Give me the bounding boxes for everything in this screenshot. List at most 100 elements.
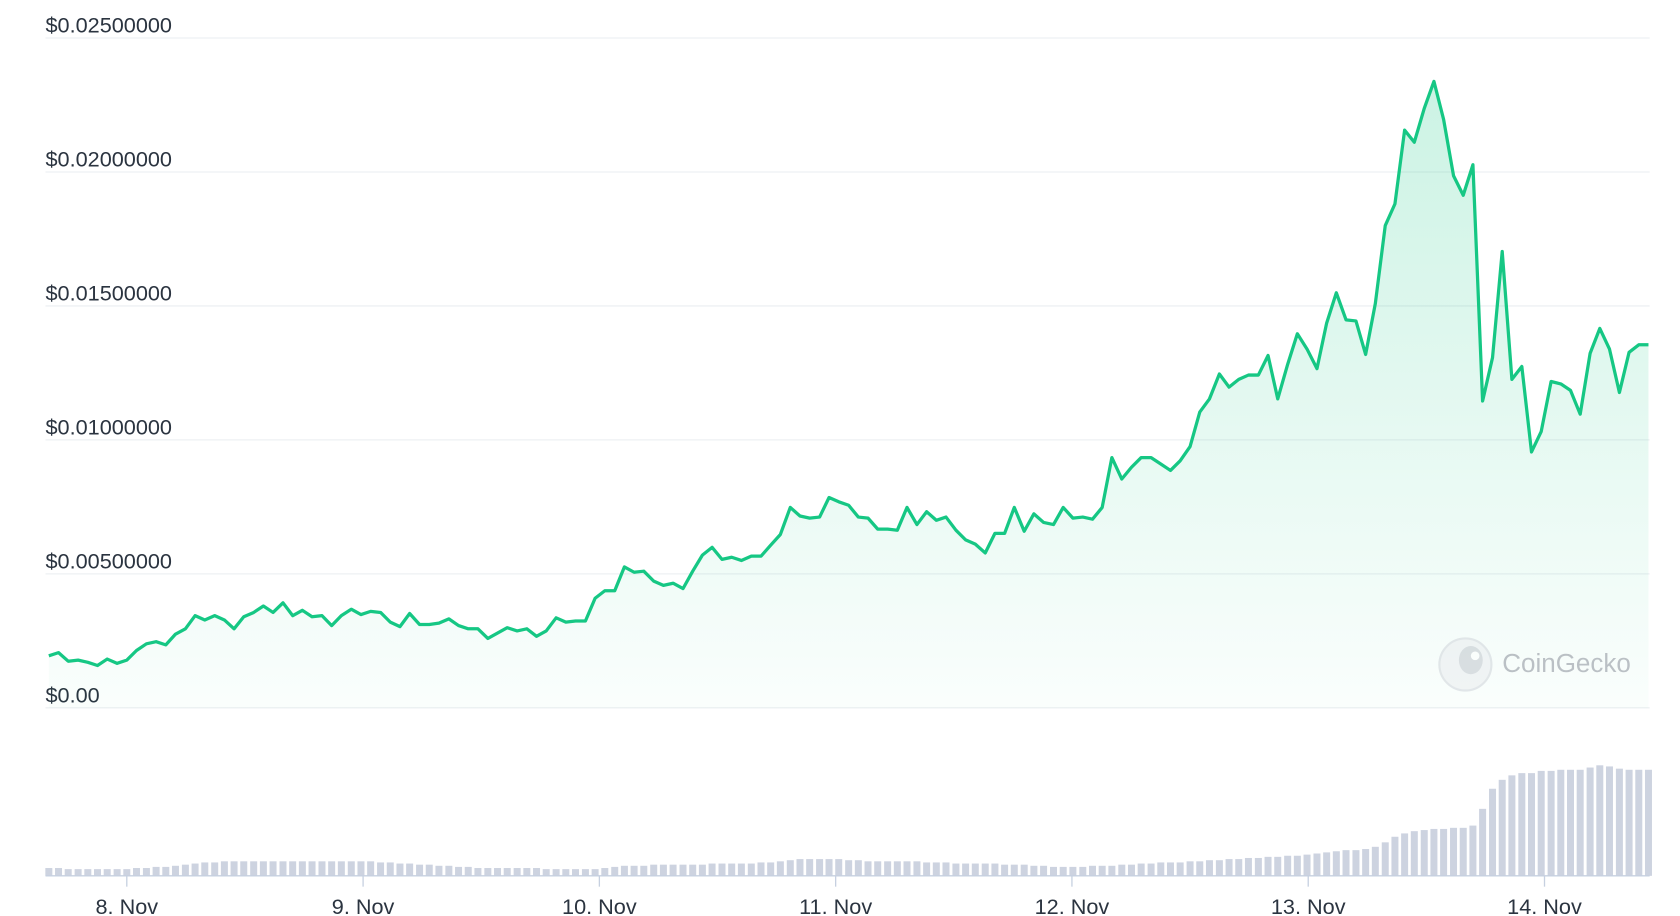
volume-bar [874,861,882,876]
volume-bar [1644,769,1652,876]
volume-bar [1440,828,1448,876]
volume-bar [1576,769,1584,876]
volume-bar [1362,849,1370,876]
volume-bar [1010,864,1018,876]
volume-bar [991,863,999,876]
volume-bar [1323,852,1331,876]
volume-bar [201,862,209,876]
volume-bar [796,859,804,876]
volume-bar [406,863,414,876]
volume-bar [503,868,511,876]
volume-bar [1215,860,1223,876]
volume-bar [230,861,238,876]
x-tick-label: 8. Nov [96,894,159,916]
volume-bar [386,862,394,876]
volume-bar [659,864,667,876]
volume-bar [806,859,814,876]
volume-bar [1205,860,1213,876]
volume-bar [942,862,950,876]
volume-bar [396,863,404,876]
volume-bar [337,861,345,876]
volume-bar [1635,769,1643,876]
volume-bar [455,866,463,876]
volume-bar [1342,850,1350,876]
y-tick-label: $0.01500000 [46,281,172,306]
volume-bar [84,869,92,876]
volume-bar [747,863,755,876]
volume-bar [1050,866,1058,876]
volume-bar [1450,827,1458,876]
volume-bar [1196,861,1204,876]
volume-bar [1030,865,1038,876]
volume-bar [620,865,628,876]
volume-bar [640,865,648,876]
volume-bar [1264,856,1272,876]
y-tick-label: $0.00500000 [46,548,172,573]
volume-bar [1391,836,1399,876]
volume-bar [884,861,892,876]
volume-bar [1098,865,1106,876]
volume-bar [513,868,521,876]
volume-bar [1225,859,1233,876]
volume-bar [913,861,921,876]
x-tick-label: 14. Nov [1507,894,1582,916]
volume-bar [1001,864,1009,876]
volume-bar [737,863,745,876]
volume-bar [55,868,63,876]
volume-bar [1586,767,1594,876]
volume-bar [845,860,853,876]
volume-bar [318,861,326,876]
volume-bar [562,869,570,876]
volume-bar [1088,865,1096,876]
volume-bar [1615,768,1623,876]
volume-bar [581,869,589,876]
volume-bar [1489,788,1497,876]
volume-bar [1303,854,1311,876]
volume-bar [308,861,316,876]
volume-bar [484,868,492,876]
volume-bar [103,869,111,876]
volume-bar [1352,850,1360,876]
volume-bar [181,864,189,876]
volume-bar [1547,770,1555,876]
watermark-logo-head [1458,646,1483,675]
volume-bar [1254,857,1262,876]
volume-bar [1410,831,1418,876]
x-tick-label: 12. Nov [1035,894,1110,916]
volume-bar [1127,864,1135,876]
volume-bar [552,869,560,876]
volume-bar [347,861,355,876]
price-area [48,81,1649,708]
volume-bar [786,860,794,876]
volume-bar [669,864,677,876]
volume-bar [94,869,102,876]
volume-bar [64,869,72,876]
volume-bar [464,866,472,876]
volume-bar [1313,853,1321,876]
y-tick-label: $0.02000000 [46,147,172,172]
volume-bar [211,862,219,876]
volume-bar [689,864,697,876]
volume-bar [1020,864,1028,876]
volume-bar [162,866,170,876]
volume-bar [435,865,443,876]
volume-bar [357,861,365,876]
volume-bar [367,861,375,876]
volume-bar [718,863,726,876]
volume-bar [1274,856,1282,876]
volume-bar [279,861,287,876]
volume-bar [776,861,784,876]
watermark-text: CoinGecko [1502,648,1631,678]
volume-bar [220,861,228,876]
volume-bar [893,861,901,876]
volume-bar [1605,766,1613,876]
volume-bar [191,863,199,876]
volume-bar [572,869,580,876]
volume-bar [1498,779,1506,876]
volume-bar [1108,865,1116,876]
volume-bar [1371,846,1379,876]
volume-bar [981,863,989,876]
volume-bar [1459,827,1467,876]
volume-bar [1166,862,1174,876]
